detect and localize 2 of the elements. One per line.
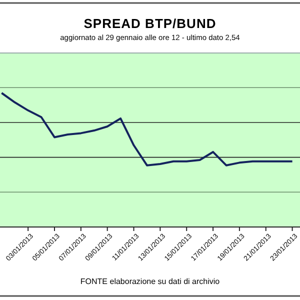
source-note: FONTE elaborazione su dati di archivio: [80, 277, 220, 286]
chart-title: SPREAD BTP/BUND: [84, 16, 216, 31]
